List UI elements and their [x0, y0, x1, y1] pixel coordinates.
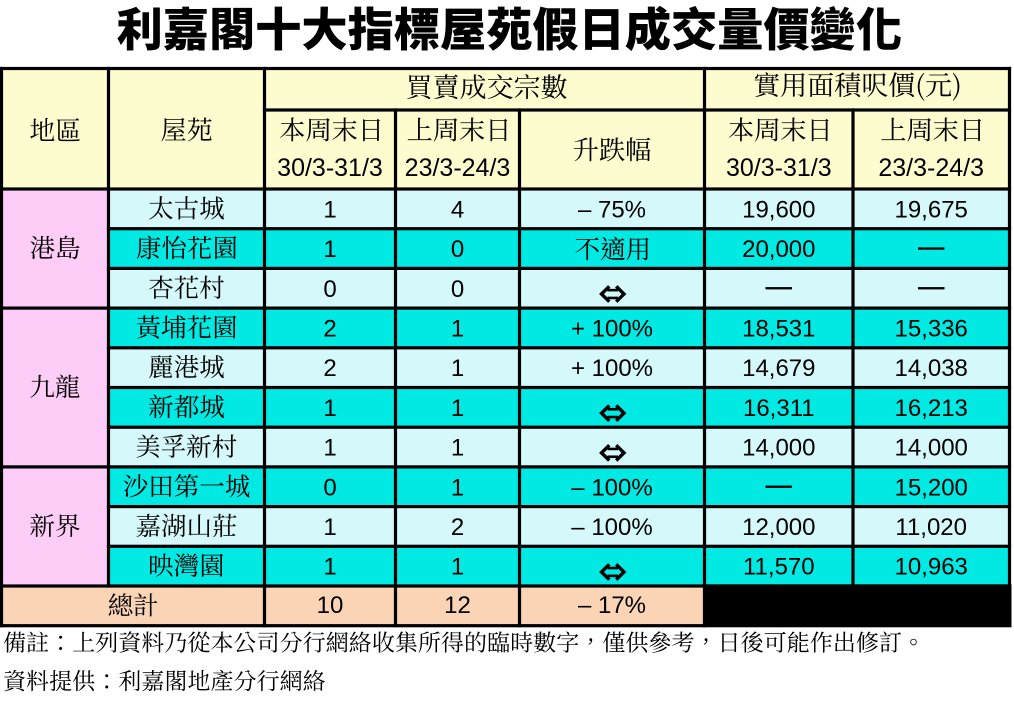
svg-text:23/3-24/3: 23/3-24/3 — [405, 154, 511, 182]
svg-text:1: 1 — [451, 316, 464, 343]
svg-text:15,200: 15,200 — [894, 474, 967, 501]
svg-text:2: 2 — [451, 514, 464, 541]
svg-text:– 100%: – 100% — [571, 514, 652, 541]
svg-text:1: 1 — [323, 554, 336, 581]
svg-text:0: 0 — [323, 276, 336, 303]
svg-text:14,038: 14,038 — [894, 355, 967, 382]
svg-text:16,311: 16,311 — [743, 395, 815, 422]
svg-text:2: 2 — [323, 355, 336, 382]
svg-text:19,675: 19,675 — [894, 196, 967, 223]
svg-text:1: 1 — [323, 196, 336, 223]
svg-text:30/3-31/3: 30/3-31/3 — [726, 154, 832, 182]
svg-text:1: 1 — [451, 554, 464, 581]
svg-text:30/3-31/3: 30/3-31/3 — [277, 154, 383, 182]
svg-text:1: 1 — [451, 395, 464, 422]
svg-text:4: 4 — [451, 196, 464, 223]
svg-text:1: 1 — [323, 236, 336, 263]
svg-text:1: 1 — [323, 435, 336, 462]
svg-text:14,000: 14,000 — [742, 435, 815, 462]
svg-text:1: 1 — [323, 514, 336, 541]
svg-text:1: 1 — [451, 435, 464, 462]
svg-text:14,679: 14,679 — [742, 355, 815, 382]
svg-text:10: 10 — [317, 592, 344, 619]
svg-text:18,531: 18,531 — [742, 316, 815, 343]
svg-text:– 100%: – 100% — [571, 474, 652, 501]
svg-text:15,336: 15,336 — [894, 316, 967, 343]
svg-text:+ 100%: + 100% — [571, 316, 653, 343]
svg-text:11,570: 11,570 — [743, 554, 815, 581]
svg-text:11,020: 11,020 — [895, 514, 967, 541]
svg-text:0: 0 — [451, 236, 464, 263]
svg-text:23/3-24/3: 23/3-24/3 — [878, 154, 984, 182]
svg-text:20,000: 20,000 — [742, 236, 815, 263]
svg-text:– 17%: – 17% — [578, 592, 646, 619]
svg-text:1: 1 — [451, 474, 464, 501]
svg-text:12: 12 — [444, 592, 471, 619]
svg-text:19,600: 19,600 — [742, 196, 815, 223]
svg-text:+ 100%: + 100% — [571, 355, 653, 382]
svg-text:0: 0 — [451, 276, 464, 303]
svg-text:10,963: 10,963 — [894, 554, 967, 581]
svg-text:1: 1 — [323, 395, 336, 422]
svg-text:14,000: 14,000 — [894, 435, 967, 462]
svg-text:– 75%: – 75% — [578, 196, 646, 223]
svg-text:12,000: 12,000 — [742, 514, 815, 541]
svg-text:2: 2 — [323, 316, 336, 343]
svg-text:16,213: 16,213 — [894, 395, 967, 422]
svg-text:1: 1 — [451, 355, 464, 382]
svg-text:0: 0 — [323, 474, 336, 501]
